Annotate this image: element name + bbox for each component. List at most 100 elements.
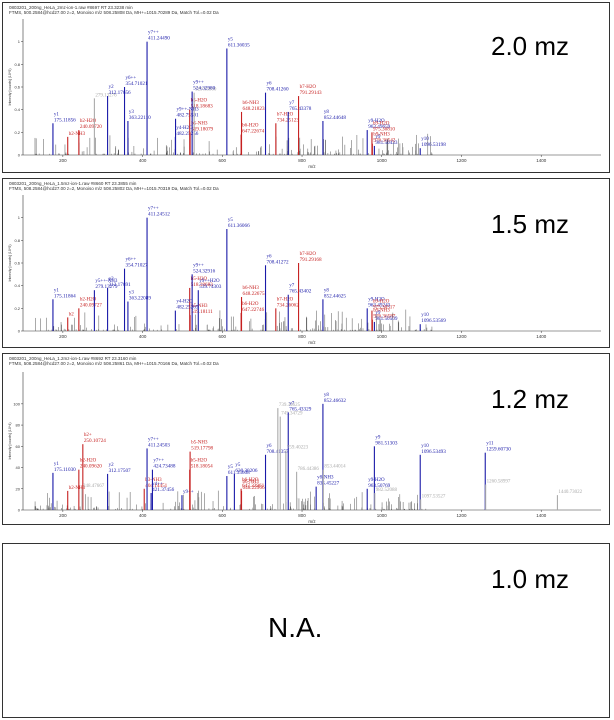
y-tick-label: 60 <box>16 444 21 449</box>
peak-mz-label: 852.44648 <box>324 115 346 121</box>
peak-mz-label: 1259.60730 <box>486 447 511 453</box>
x-tick-label: 1400 <box>536 334 547 339</box>
peak-ion-label: y10 <box>421 137 429 142</box>
peak-mz-label: 518.18054 <box>191 464 213 470</box>
peak-ion-label: y9-H2O <box>368 119 385 124</box>
peak-ion-label: 279.13276 <box>95 93 117 98</box>
peak-mz-label: 354.71021 <box>126 81 148 87</box>
peak-ion-label: y5 <box>235 463 241 468</box>
peak-ion-label: b6-H2O <box>242 124 259 129</box>
x-tick-label: 800 <box>298 158 306 163</box>
x-tick-label: 600 <box>219 158 227 163</box>
peak-mz-label: 404.14451 <box>145 483 167 489</box>
panel-header-line-2: FTMS, 500.2584@hcd27.00 z=2, Monoiso m/z… <box>9 10 219 15</box>
peak-mz-label: 1096.53198 <box>421 142 446 148</box>
y-tick-label: 0.8 <box>14 238 20 243</box>
peak-ion-label: b6-H2O <box>242 302 259 307</box>
peak-mz-label: 647.22746 <box>242 307 264 313</box>
peak-mz-label: 240.09620 <box>80 464 102 470</box>
peak-ion-label: y3 <box>129 291 135 296</box>
peak-mz-label: 611.35608 <box>228 470 250 476</box>
spectrum-panel-2mz: 0803201_200ng_HeLa_2mz-ion-1.raw #8697 R… <box>2 2 610 173</box>
panel-header-line-2: FTMS, 508.2584@hcd27.00 z=2, Monoiso m/z… <box>9 361 219 366</box>
peak-ion-label: y5 <box>228 465 234 470</box>
y-tick-label: 0.4 <box>14 107 20 112</box>
peak-mz-label: 175.11864 <box>54 293 76 299</box>
peak-ion-label: 1097.53527 <box>422 494 446 499</box>
peak-ion-label: y7++ <box>153 459 164 464</box>
peak-ion-label: b5-H2O <box>191 99 208 104</box>
panel-header-line-2: FTMS, 508.2584@hcd27.00 z=2, Monoiso m/z… <box>9 186 219 191</box>
x-tick-label: 200 <box>59 334 67 339</box>
x-tick-label: 400 <box>139 158 147 163</box>
peak-mz-label: 648.22675 <box>243 291 265 297</box>
peak-mz-label: 519.17798 <box>191 446 213 452</box>
peak-mz-label: 240.09727 <box>80 302 102 308</box>
peak-ion-label: y2 <box>109 85 115 90</box>
not-available-text: N.A. <box>268 612 323 643</box>
x-axis-label: m/z <box>308 164 316 169</box>
peak-ion-label: b2-NH3 <box>69 132 86 137</box>
x-tick-label: 200 <box>59 513 67 518</box>
y-tick-label: 0.8 <box>14 62 20 67</box>
peak-ion-label: y7 <box>289 101 295 106</box>
peak-ion-label: 786.44386 <box>298 467 320 472</box>
x-axis-label: m/z <box>308 340 316 345</box>
peak-mz-label: 279.13279 <box>95 284 117 290</box>
peak-mz-label: 611.36066 <box>228 223 250 229</box>
peak-ion-label: y9-H2O <box>368 478 385 483</box>
y-tick-label: 40 <box>16 465 21 470</box>
peak-ion-label: y9++-NH3 <box>177 108 200 113</box>
peak-ion-label: y8 <box>324 110 330 115</box>
y-tick-label: 0 <box>18 153 21 158</box>
peak-mz-label: 963.49243 <box>368 302 390 308</box>
peak-ion-label: y9 <box>375 311 381 316</box>
peak-ion-label: b9-H2O <box>373 300 390 305</box>
peak-mz-label: 240.09720 <box>80 124 102 130</box>
peak-ion-label: y1 <box>54 288 60 293</box>
peak-mz-label: 539.74303 <box>199 284 221 290</box>
peak-mz-label: 765.43378 <box>289 106 311 112</box>
peak-ion-label: b7-H2O <box>300 85 317 90</box>
peak-ion-label: b7-H2O <box>277 297 294 302</box>
peak-mz-label: 647.22674 <box>242 129 264 135</box>
peak-ion-label: y3 <box>129 110 135 115</box>
peak-mz-label: 791.29143 <box>300 90 322 96</box>
peak-ion-label: b2+ <box>84 433 92 438</box>
peak-mz-label: 175.11030 <box>54 467 76 473</box>
peak-mz-label: 524.32980 <box>193 86 215 92</box>
y-axis-label: Intensity [counts] (10^4) <box>8 422 12 459</box>
peak-ion-label: y7++ <box>148 437 159 442</box>
peak-ion-label: 1260.58997 <box>487 480 511 485</box>
peak-mz-label: 482.25256 <box>176 131 198 137</box>
peak-mz-label: 250.10724 <box>84 438 106 444</box>
peak-ion-label: b2-H2O <box>80 459 97 464</box>
peak-ion-label: b7-H2O <box>300 252 317 257</box>
peak-ion-label: y9++ <box>193 263 204 268</box>
peak-mz-label: 519.18111 <box>191 309 213 315</box>
x-tick-label: 400 <box>139 513 147 518</box>
y-tick-label: 0 <box>18 508 21 513</box>
panel-header-line-1: 0803201_200ng_HeLa_1.2mz-ion-1.raw #8692… <box>9 356 137 361</box>
peak-mz-label: 363.22089 <box>129 296 151 302</box>
peak-mz-label: 975.36517 <box>373 305 395 311</box>
y-tick-label: 80 <box>16 423 21 428</box>
peak-mz-label: 975.36810 <box>373 126 395 132</box>
y-tick-label: 0.6 <box>14 261 20 266</box>
peak-ion-label: 745.34729 <box>281 412 303 417</box>
peak-ion-label: b2-NH3 <box>69 486 86 491</box>
empty-panel-1mz: 1.0 mz <box>2 543 610 718</box>
mz-width-label: 1.2 mz <box>491 384 570 414</box>
x-tick-label: 1400 <box>536 513 547 518</box>
peak-ion-label: y9++ <box>193 81 204 86</box>
peak-ion-label: y7 <box>289 401 295 406</box>
peak-ion-label: 248.47667 <box>83 484 105 489</box>
peak-ion-label: y6 <box>267 82 273 87</box>
peak-ion-label: y4++ <box>152 482 163 487</box>
peak-mz-label: 765.43402 <box>289 289 311 295</box>
peak-ion-label: y1 <box>54 462 60 467</box>
x-tick-label: 1400 <box>536 158 547 163</box>
peak-mz-label: 518.18683 <box>191 104 213 110</box>
peak-mz-label: 765.43329 <box>289 406 311 412</box>
peak-mz-label: 175.11856 <box>54 117 76 123</box>
